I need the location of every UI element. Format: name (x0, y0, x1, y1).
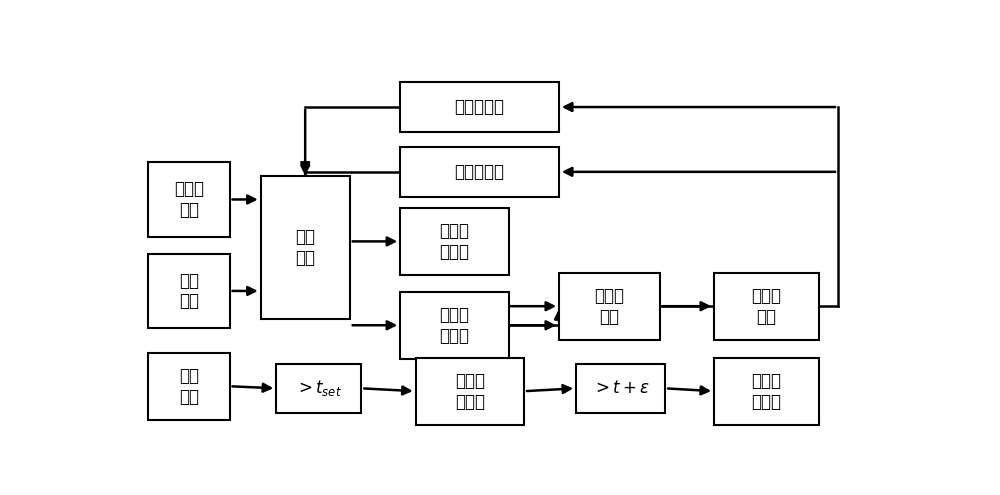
Text: 接地
信号: 接地 信号 (179, 367, 199, 405)
Text: 断开电
阻开关: 断开电 阻开关 (751, 372, 781, 410)
FancyBboxPatch shape (576, 363, 665, 413)
FancyBboxPatch shape (559, 273, 660, 340)
Text: 并联电
阻档位: 并联电 阻档位 (439, 306, 469, 345)
Text: $>t_{set}$: $>t_{set}$ (295, 378, 342, 398)
FancyBboxPatch shape (416, 358, 524, 425)
Text: $> t+\varepsilon$: $> t+\varepsilon$ (592, 379, 649, 397)
Text: 脱谐度
设定: 脱谐度 设定 (174, 180, 204, 219)
FancyBboxPatch shape (148, 162, 230, 237)
FancyBboxPatch shape (400, 147, 559, 197)
Text: 控制
策略: 控制 策略 (295, 228, 315, 266)
Text: 谐振
频率: 谐振 频率 (179, 272, 199, 310)
Text: 消弧线
圈档位: 消弧线 圈档位 (439, 222, 469, 261)
Text: 产生大
电流: 产生大 电流 (594, 287, 624, 326)
FancyBboxPatch shape (714, 273, 819, 340)
FancyBboxPatch shape (148, 254, 230, 328)
FancyBboxPatch shape (400, 292, 509, 358)
FancyBboxPatch shape (148, 353, 230, 420)
Text: 闭合电
阻开关: 闭合电 阻开关 (455, 372, 485, 410)
Text: 断路器
跳闸: 断路器 跳闸 (751, 287, 781, 326)
FancyBboxPatch shape (261, 176, 350, 319)
FancyBboxPatch shape (714, 358, 819, 425)
FancyBboxPatch shape (276, 363, 361, 413)
Text: 实际电流值: 实际电流值 (455, 98, 505, 116)
FancyBboxPatch shape (400, 208, 509, 275)
FancyBboxPatch shape (400, 82, 559, 132)
Text: 脱谐度测量: 脱谐度测量 (455, 163, 505, 181)
